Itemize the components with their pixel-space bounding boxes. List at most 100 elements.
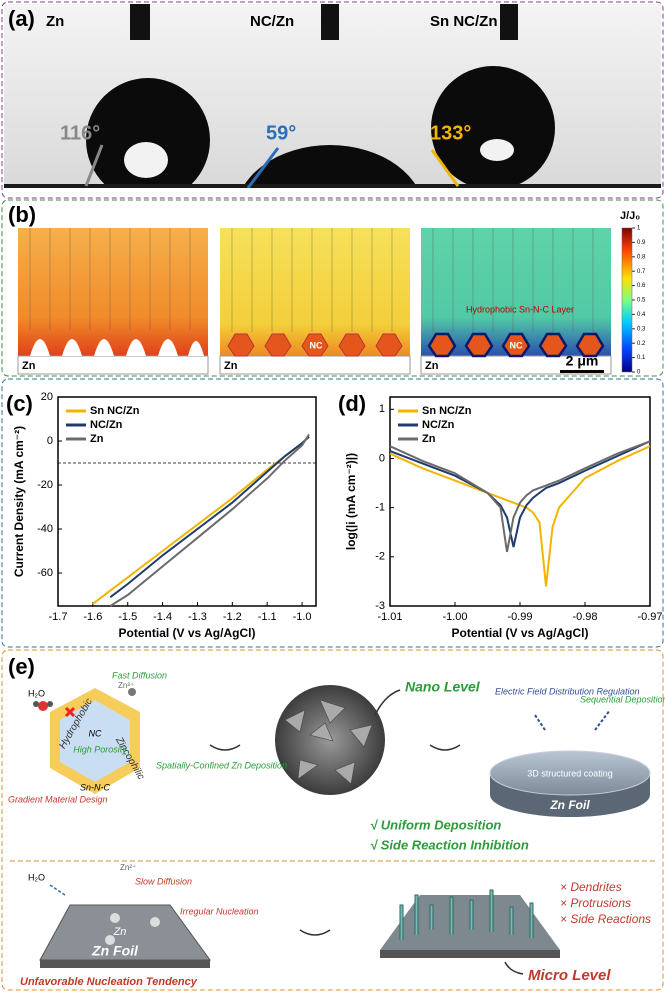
decoration [299,929,331,936]
y-tick-label: -40 [37,523,53,535]
decoration [489,750,651,796]
level-label: Micro Level [528,967,611,984]
x-tick-label: -0.97 [637,611,662,623]
decoration [284,699,373,785]
colorbar-tick-label: 0.1 [637,355,646,361]
ion-label: Zn²⁺ [118,681,134,690]
y-axis-label: log(|i (mA cm⁻²)|) [344,453,358,550]
panel-label: (b) [8,202,36,227]
decoration [130,4,150,40]
annotation: Hydrophobic Sn-N-C Layer [466,304,574,314]
decoration [60,700,130,782]
panel-frame [1,378,664,648]
decoration [399,889,534,940]
series-line [389,440,651,553]
colorbar-tick-label: 0.7 [637,269,646,275]
x-tick-label: -1.1 [258,611,277,623]
colorbar-tick-label: 0.8 [637,254,646,260]
note: Electric Field Distribution Regulation [495,686,640,696]
charts: (c) -1.7 -1.6 -1.5 -1.4 -1.3 -1.2 -1.1 -1.0 -60 -4… [6,391,663,640]
series-line [389,445,651,587]
decoration [29,228,594,332]
decoration [242,145,418,188]
decoration [40,960,210,968]
foil-label: Zn Foil [549,798,590,812]
benefit: √ Uniform Deposition [370,817,501,832]
note: Irregular Nucleation [180,906,259,916]
series-line [109,433,310,607]
panel-label: (a) [8,6,35,31]
problem: × Dendrites [560,880,622,894]
decoration [128,688,136,696]
x-tick-label: -1.5 [118,611,137,623]
contact-angle-photo [4,4,661,188]
note: High Porosity [73,744,127,754]
decoration [84,144,104,187]
ion-label: Zn²⁺ [120,863,136,872]
y-axis-label: Current Density (mA cm⁻²) [12,426,26,577]
decoration [47,701,53,707]
decoration [29,228,191,330]
nc-label: NC [510,340,523,350]
x-tick-label: -1.3 [188,611,207,623]
note: Slow Diffusion [135,876,192,886]
decoration [110,913,120,923]
decoration [227,333,403,357]
y-tick-label: 20 [41,391,53,403]
plot-frame [57,396,317,607]
simulation-maps [17,227,633,375]
x-tick-label: -1.4 [153,611,172,623]
scale-bar: 2 μm [566,353,599,369]
decoration [480,139,514,161]
decoration [64,706,76,718]
x-tick-label: -1.00 [442,611,467,623]
decoration [432,228,594,332]
sample-label: Sn NC/Zn [430,13,498,30]
decoration [150,917,160,927]
panel-label: (c) [6,391,33,416]
coating-label: 3D structured coating [527,768,613,778]
nc-particle-diagram [33,685,651,817]
series-line [92,435,310,605]
shell-label: Sn-N-C [80,782,111,792]
x-tick-label: -0.98 [572,611,597,623]
x-tick-label: -1.2 [223,611,242,623]
colorbar-tick-label: 0.6 [637,283,646,289]
decoration [246,147,280,188]
y-tick-label: -2 [375,551,385,563]
colorbar-tick-label: 1 [637,226,641,232]
legend-label: NC/Zn [90,419,123,431]
x-axis-label: Potential (V vs Ag/AgCl) [119,626,256,640]
panel-frame [1,649,664,991]
problem: × Protrusions [560,896,631,910]
decoration [430,149,460,187]
legend-label: Zn [90,433,104,445]
decoration [431,66,555,188]
decoration [38,701,48,711]
legend-label: Zn [422,433,436,445]
water-label: H₂O [28,872,45,882]
decoration [4,184,661,188]
panel-frame [1,1,664,199]
angle-label: 59° [266,122,296,144]
y-tick-label: -1 [375,502,385,514]
decoration [621,227,633,373]
colorbar-tick-label: 0 [637,370,641,376]
bare-zn-diagram [10,860,655,975]
note: Fast Diffusion [112,670,167,680]
legend-label: Sn NC/Zn [422,405,472,417]
x-axis-label: Potential (V vs Ag/AgCl) [452,626,589,640]
series-line [109,435,310,598]
angle-label: 133° [430,122,471,144]
water-label: H₂O [28,688,45,698]
substrate-label: Zn [22,360,36,372]
colorbar-tick-label: 0.4 [637,312,646,318]
x-tick-label: -1.6 [83,611,102,623]
decoration [321,4,339,40]
colorbar-tick-label: 0.2 [637,341,646,347]
note: Sequential Deposition [580,694,665,704]
decoration [534,709,611,731]
y-tick-label: 0 [47,435,53,447]
colorbar-title: J/J₀ [620,210,640,222]
decoration [209,744,241,751]
